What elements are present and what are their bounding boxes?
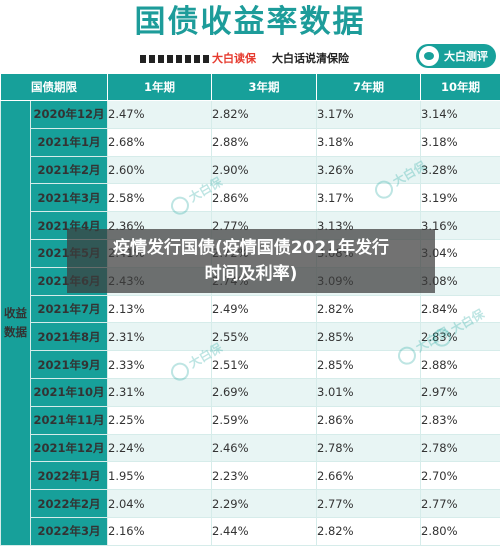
- yield-cell: 3.01%: [317, 378, 421, 406]
- yield-cell: 2.55%: [212, 323, 317, 351]
- header-10y: 10年期: [421, 74, 500, 101]
- brand-slogan: 大白话说清保险: [272, 50, 349, 66]
- row-date: 2021年3月: [31, 184, 108, 212]
- yield-cell: 2.70%: [421, 462, 500, 490]
- yield-cell: 2.25%: [108, 406, 212, 434]
- yield-cell: 2.88%: [421, 351, 500, 379]
- row-date: 2021年8月: [31, 323, 108, 351]
- row-date: 2022年1月: [31, 462, 108, 490]
- yield-cell: 2.66%: [317, 462, 421, 490]
- row-date: 2021年9月: [31, 351, 108, 379]
- yield-cell: 2.88%: [212, 128, 317, 156]
- yield-cell: 2.49%: [212, 295, 317, 323]
- page-title: 国债收益率数据: [0, 0, 500, 44]
- yield-cell: 2.86%: [212, 184, 317, 212]
- yield-cell: 2.31%: [108, 378, 212, 406]
- yield-cell: 3.19%: [421, 184, 500, 212]
- yield-cell: 2.04%: [108, 490, 212, 518]
- header-7y: 7年期: [317, 74, 421, 101]
- yield-cell: 2.69%: [212, 378, 317, 406]
- yield-cell: 2.68%: [108, 128, 212, 156]
- yield-cell: 2.47%: [108, 101, 212, 129]
- brand-badge: 大白测评: [416, 44, 496, 68]
- row-date: 2022年2月: [31, 490, 108, 518]
- yield-cell: 2.23%: [212, 462, 317, 490]
- yield-cell: 2.82%: [317, 517, 421, 545]
- yield-cell: 2.59%: [212, 406, 317, 434]
- badge-label: 大白测评: [444, 48, 488, 64]
- header-1y: 1年期: [108, 74, 212, 101]
- yield-cell: 2.16%: [108, 517, 212, 545]
- yield-cell: 2.77%: [421, 490, 500, 518]
- yield-cell: 2.29%: [212, 490, 317, 518]
- yield-cell: 2.82%: [317, 295, 421, 323]
- row-date: 2021年10月: [31, 378, 108, 406]
- yield-cell: 2.46%: [212, 434, 317, 462]
- yield-cell: 2.86%: [317, 406, 421, 434]
- row-group-label: 收益 数据: [1, 101, 31, 546]
- yield-cell: 3.17%: [317, 184, 421, 212]
- yield-cell: 2.60%: [108, 156, 212, 184]
- yield-cell: 2.77%: [317, 490, 421, 518]
- headline-line-2: 时间及利率): [67, 261, 435, 287]
- yield-cell: 1.95%: [108, 462, 212, 490]
- row-date: 2021年1月: [31, 128, 108, 156]
- yield-cell: 2.44%: [212, 517, 317, 545]
- yield-cell: 2.82%: [212, 101, 317, 129]
- yield-cell: 2.78%: [421, 434, 500, 462]
- yield-cell: 2.97%: [421, 378, 500, 406]
- row-date: 2021年11月: [31, 406, 108, 434]
- yield-cell: 3.17%: [317, 101, 421, 129]
- row-date: 2020年12月: [31, 101, 108, 129]
- yield-cell: 2.83%: [421, 406, 500, 434]
- row-date: 2022年3月: [31, 517, 108, 545]
- headline-overlay: 疫情发行国债(疫情国债2021年发行 时间及利率): [67, 229, 435, 293]
- yield-cell: 3.18%: [421, 128, 500, 156]
- headline-line-1: 疫情发行国债(疫情国债2021年发行: [67, 235, 435, 261]
- yield-cell: 2.31%: [108, 323, 212, 351]
- yield-cell: 3.28%: [421, 156, 500, 184]
- header-3y: 3年期: [212, 74, 317, 101]
- yield-cell: 2.24%: [108, 434, 212, 462]
- redacted-mark: [140, 55, 210, 63]
- row-date: 2021年12月: [31, 434, 108, 462]
- yield-cell: 2.80%: [421, 517, 500, 545]
- row-date: 2021年2月: [31, 156, 108, 184]
- yield-cell: 3.18%: [317, 128, 421, 156]
- brand-name: 大白读保: [212, 50, 256, 66]
- header-term: 国债期限: [1, 74, 108, 101]
- mascot-icon: [418, 45, 440, 67]
- row-date: 2021年7月: [31, 295, 108, 323]
- yield-cell: 2.90%: [212, 156, 317, 184]
- table-header-row: 国债期限 1年期 3年期 7年期 10年期: [1, 74, 500, 101]
- yield-cell: 2.51%: [212, 351, 317, 379]
- yield-cell: 2.13%: [108, 295, 212, 323]
- yield-cell: 3.14%: [421, 101, 500, 129]
- yield-cell: 2.78%: [317, 434, 421, 462]
